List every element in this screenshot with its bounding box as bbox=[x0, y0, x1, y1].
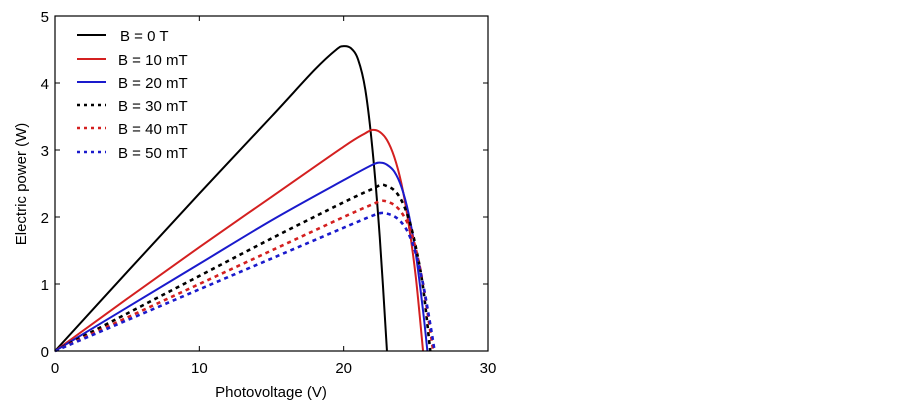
x-tick-label: 0 bbox=[51, 360, 59, 377]
plot-frame bbox=[54, 15, 489, 352]
x-axis-label: Photovoltage (V) bbox=[215, 384, 327, 401]
legend-label: B = 20 mT bbox=[118, 75, 188, 92]
x-tick-label: 30 bbox=[480, 360, 497, 377]
legend-label: B = 30 mT bbox=[118, 98, 188, 115]
y-tick-label: 2 bbox=[41, 210, 49, 227]
legend-label: B = 0 T bbox=[120, 28, 169, 45]
series-line-5 bbox=[54, 211, 436, 353]
series-line-4 bbox=[54, 199, 435, 353]
y-axis-label: Electric power (W) bbox=[13, 123, 30, 246]
ticks-layer: 0 10 20 30 0 1 2 3 4 5 bbox=[41, 9, 497, 377]
series-line-0 bbox=[54, 45, 388, 352]
legend-label: B = 10 mT bbox=[118, 52, 188, 69]
y-tick-label: 4 bbox=[41, 76, 49, 93]
series-layer bbox=[54, 45, 436, 353]
legend: B = 0 T B = 10 mT B = 20 mT B = 30 mT B = 40… bbox=[77, 28, 188, 162]
series-line-2 bbox=[54, 161, 429, 352]
y-tick-label: 5 bbox=[41, 9, 49, 26]
y-tick-label: 0 bbox=[41, 344, 49, 361]
legend-label: B = 40 mT bbox=[118, 121, 188, 138]
x-tick-label: 10 bbox=[191, 360, 208, 377]
series-line-3 bbox=[54, 183, 432, 353]
legend-label: B = 50 mT bbox=[118, 145, 188, 162]
x-tick-label: 20 bbox=[335, 360, 352, 377]
y-tick-label: 1 bbox=[41, 277, 49, 294]
y-tick-label: 3 bbox=[41, 143, 49, 160]
